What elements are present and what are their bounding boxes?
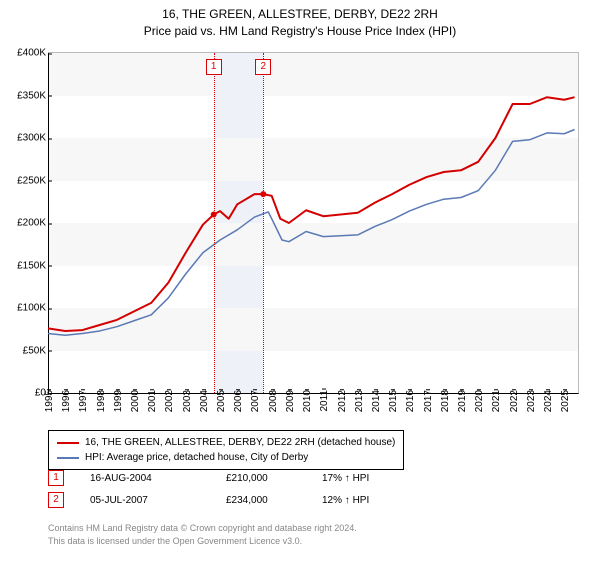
- y-axis-tick: £0: [6, 388, 46, 399]
- x-axis-tick: 2016: [405, 390, 416, 412]
- x-axis-tick: 2013: [354, 390, 365, 412]
- x-axis-tick: 2011: [319, 390, 330, 412]
- sale-date: 16-AUG-2004: [90, 473, 200, 484]
- x-axis-tick: 2000: [130, 390, 141, 412]
- x-axis-tick: 2005: [216, 390, 227, 412]
- sale-hpi-delta: 12% ↑ HPI: [322, 495, 412, 506]
- y-axis-tick: £150K: [6, 260, 46, 271]
- title-line-2: Price paid vs. HM Land Registry's House …: [144, 24, 456, 38]
- x-axis-tick: 2023: [526, 390, 537, 412]
- y-axis-tick: £300K: [6, 133, 46, 144]
- chart-title: 16, THE GREEN, ALLESTREE, DERBY, DE22 2R…: [0, 6, 600, 40]
- x-axis-tick: 2006: [233, 390, 244, 412]
- x-axis-tick: 2022: [509, 390, 520, 412]
- x-axis-tick: 2012: [337, 390, 348, 412]
- sale-price: £234,000: [226, 495, 296, 506]
- x-axis-tick: 2019: [457, 390, 468, 412]
- x-axis-tick: 2018: [440, 390, 451, 412]
- legend-item-hpi: HPI: Average price, detached house, City…: [57, 450, 395, 465]
- chart-container: 16, THE GREEN, ALLESTREE, DERBY, DE22 2R…: [0, 6, 600, 566]
- footer-line-1: Contains HM Land Registry data © Crown c…: [48, 523, 357, 533]
- legend-swatch-property: [57, 442, 79, 444]
- legend-swatch-hpi: [57, 457, 79, 459]
- sale-marker-2: 2: [48, 492, 64, 508]
- sale-marker-1: 1: [48, 470, 64, 486]
- y-axis-tick: £400K: [6, 48, 46, 59]
- x-axis-tick: 2002: [164, 390, 175, 412]
- y-axis-tick: £100K: [6, 303, 46, 314]
- x-axis-tick: 2009: [285, 390, 296, 412]
- sales-table: 1 16-AUG-2004 £210,000 17% ↑ HPI 2 05-JU…: [48, 470, 412, 514]
- chart-sale-marker: 2: [255, 59, 271, 75]
- y-axis-tick: £350K: [6, 90, 46, 101]
- title-line-1: 16, THE GREEN, ALLESTREE, DERBY, DE22 2R…: [162, 7, 438, 21]
- attribution-footer: Contains HM Land Registry data © Crown c…: [48, 522, 357, 547]
- x-axis-tick: 1995: [44, 390, 55, 412]
- legend-label-hpi: HPI: Average price, detached house, City…: [85, 450, 308, 465]
- x-axis-tick: 2001: [147, 390, 158, 412]
- footer-line-2: This data is licensed under the Open Gov…: [48, 536, 302, 546]
- x-axis-tick: 2014: [371, 390, 382, 412]
- x-axis-tick: 1997: [78, 390, 89, 412]
- x-axis-tick: 1996: [61, 390, 72, 412]
- x-axis-tick: 2020: [474, 390, 485, 412]
- y-axis-tick: £50K: [6, 345, 46, 356]
- legend-label-property: 16, THE GREEN, ALLESTREE, DERBY, DE22 2R…: [85, 435, 395, 450]
- sale-row: 1 16-AUG-2004 £210,000 17% ↑ HPI: [48, 470, 412, 486]
- chart-sale-marker: 1: [206, 59, 222, 75]
- y-axis-tick: £200K: [6, 218, 46, 229]
- sale-row: 2 05-JUL-2007 £234,000 12% ↑ HPI: [48, 492, 412, 508]
- sale-hpi-delta: 17% ↑ HPI: [322, 473, 412, 484]
- sale-price: £210,000: [226, 473, 296, 484]
- x-axis-tick: 2024: [543, 390, 554, 412]
- x-axis-tick: 2015: [388, 390, 399, 412]
- x-axis-tick: 2007: [250, 390, 261, 412]
- y-axis-tick: £250K: [6, 175, 46, 186]
- legend-item-property: 16, THE GREEN, ALLESTREE, DERBY, DE22 2R…: [57, 435, 395, 450]
- x-axis-tick: 2021: [491, 390, 502, 412]
- x-axis-tick: 2025: [560, 390, 571, 412]
- x-axis-tick: 2010: [302, 390, 313, 412]
- legend-box: 16, THE GREEN, ALLESTREE, DERBY, DE22 2R…: [48, 430, 404, 470]
- x-axis-tick: 1999: [113, 390, 124, 412]
- plot-area: £0£50K£100K£150K£200K£250K£300K£350K£400…: [48, 52, 578, 392]
- x-axis-tick: 2017: [423, 390, 434, 412]
- x-axis-tick: 2008: [268, 390, 279, 412]
- x-axis-tick: 1998: [96, 390, 107, 412]
- x-axis-tick: 2004: [199, 390, 210, 412]
- sale-date: 05-JUL-2007: [90, 495, 200, 506]
- chart-svg: [48, 53, 578, 393]
- x-axis-tick: 2003: [182, 390, 193, 412]
